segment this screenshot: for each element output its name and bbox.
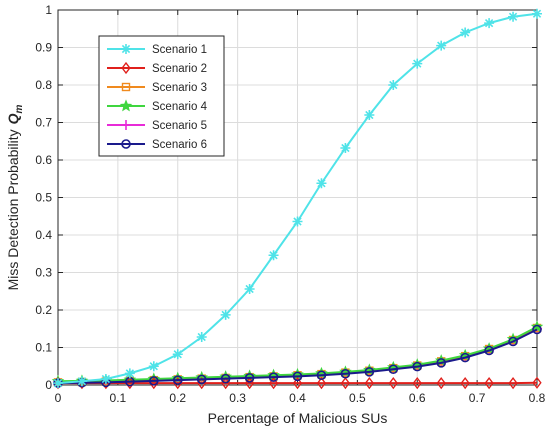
asterisk-marker: [125, 368, 135, 378]
y-axis-title: Miss Detection Probability Qm: [5, 104, 25, 290]
legend-label: Scenario 3: [152, 82, 207, 94]
x-tick-label: 0.8: [529, 391, 546, 405]
y-tick-label: 0.7: [35, 116, 52, 130]
x-tick-label: 0.2: [169, 391, 186, 405]
x-tick-label: 0.3: [229, 391, 246, 405]
asterisk-marker: [269, 250, 279, 260]
y-tick-label: 0.2: [35, 303, 52, 317]
y-tick-label: 0.5: [35, 191, 52, 205]
asterisk-marker: [316, 178, 326, 188]
asterisk-marker: [340, 143, 350, 153]
y-axis-symbol: Q: [5, 113, 21, 124]
legend-label: Scenario 4: [152, 101, 208, 113]
asterisk-marker: [484, 18, 494, 28]
asterisk-marker: [532, 9, 542, 19]
y-tick-label: 1: [45, 3, 52, 17]
y-tick-label: 0.4: [35, 228, 52, 242]
asterisk-marker: [77, 376, 87, 386]
asterisk-marker: [245, 284, 255, 294]
y-axis-symbol-subscript: m: [14, 104, 25, 113]
x-tick-label: 0.5: [349, 391, 366, 405]
y-tick-label: 0.9: [35, 41, 52, 55]
legend: Scenario 1 Scenario 2 Scenario 3 Scenario 4…: [99, 36, 224, 156]
x-tick-label: 0.6: [409, 391, 426, 405]
asterisk-marker: [460, 28, 470, 38]
x-tick-label: 0: [55, 391, 62, 405]
x-tick-label: 0.7: [469, 391, 486, 405]
x-axis-title: Percentage of Malicious SUs: [208, 410, 388, 426]
asterisk-marker: [101, 374, 111, 384]
asterisk-marker: [197, 332, 207, 342]
asterisk-marker: [293, 217, 303, 227]
asterisk-marker: [508, 12, 518, 22]
x-tick-label: 0.1: [110, 391, 127, 405]
y-tick-label: 0.3: [35, 266, 52, 280]
asterisk-marker: [436, 41, 446, 51]
asterisk-marker: [121, 44, 131, 54]
asterisk-marker: [149, 361, 159, 371]
legend-label: Scenario 1: [152, 44, 207, 56]
y-tick-label: 0.1: [35, 341, 52, 355]
legend-label: Scenario 5: [152, 120, 207, 132]
legend-label: Scenario 6: [152, 139, 207, 151]
asterisk-marker: [53, 378, 63, 388]
x-tick-label: 0.4: [289, 391, 306, 405]
asterisk-marker: [364, 110, 374, 120]
y-axis-title-text: Miss Detection Probability: [5, 129, 21, 290]
y-tick-label: 0: [45, 378, 52, 392]
asterisk-marker: [412, 59, 422, 69]
asterisk-marker: [221, 310, 231, 320]
asterisk-marker: [388, 80, 398, 90]
legend-label: Scenario 2: [152, 63, 207, 75]
y-tick-label: 0.6: [35, 153, 52, 167]
asterisk-marker: [173, 349, 183, 359]
y-tick-label: 0.8: [35, 78, 52, 92]
